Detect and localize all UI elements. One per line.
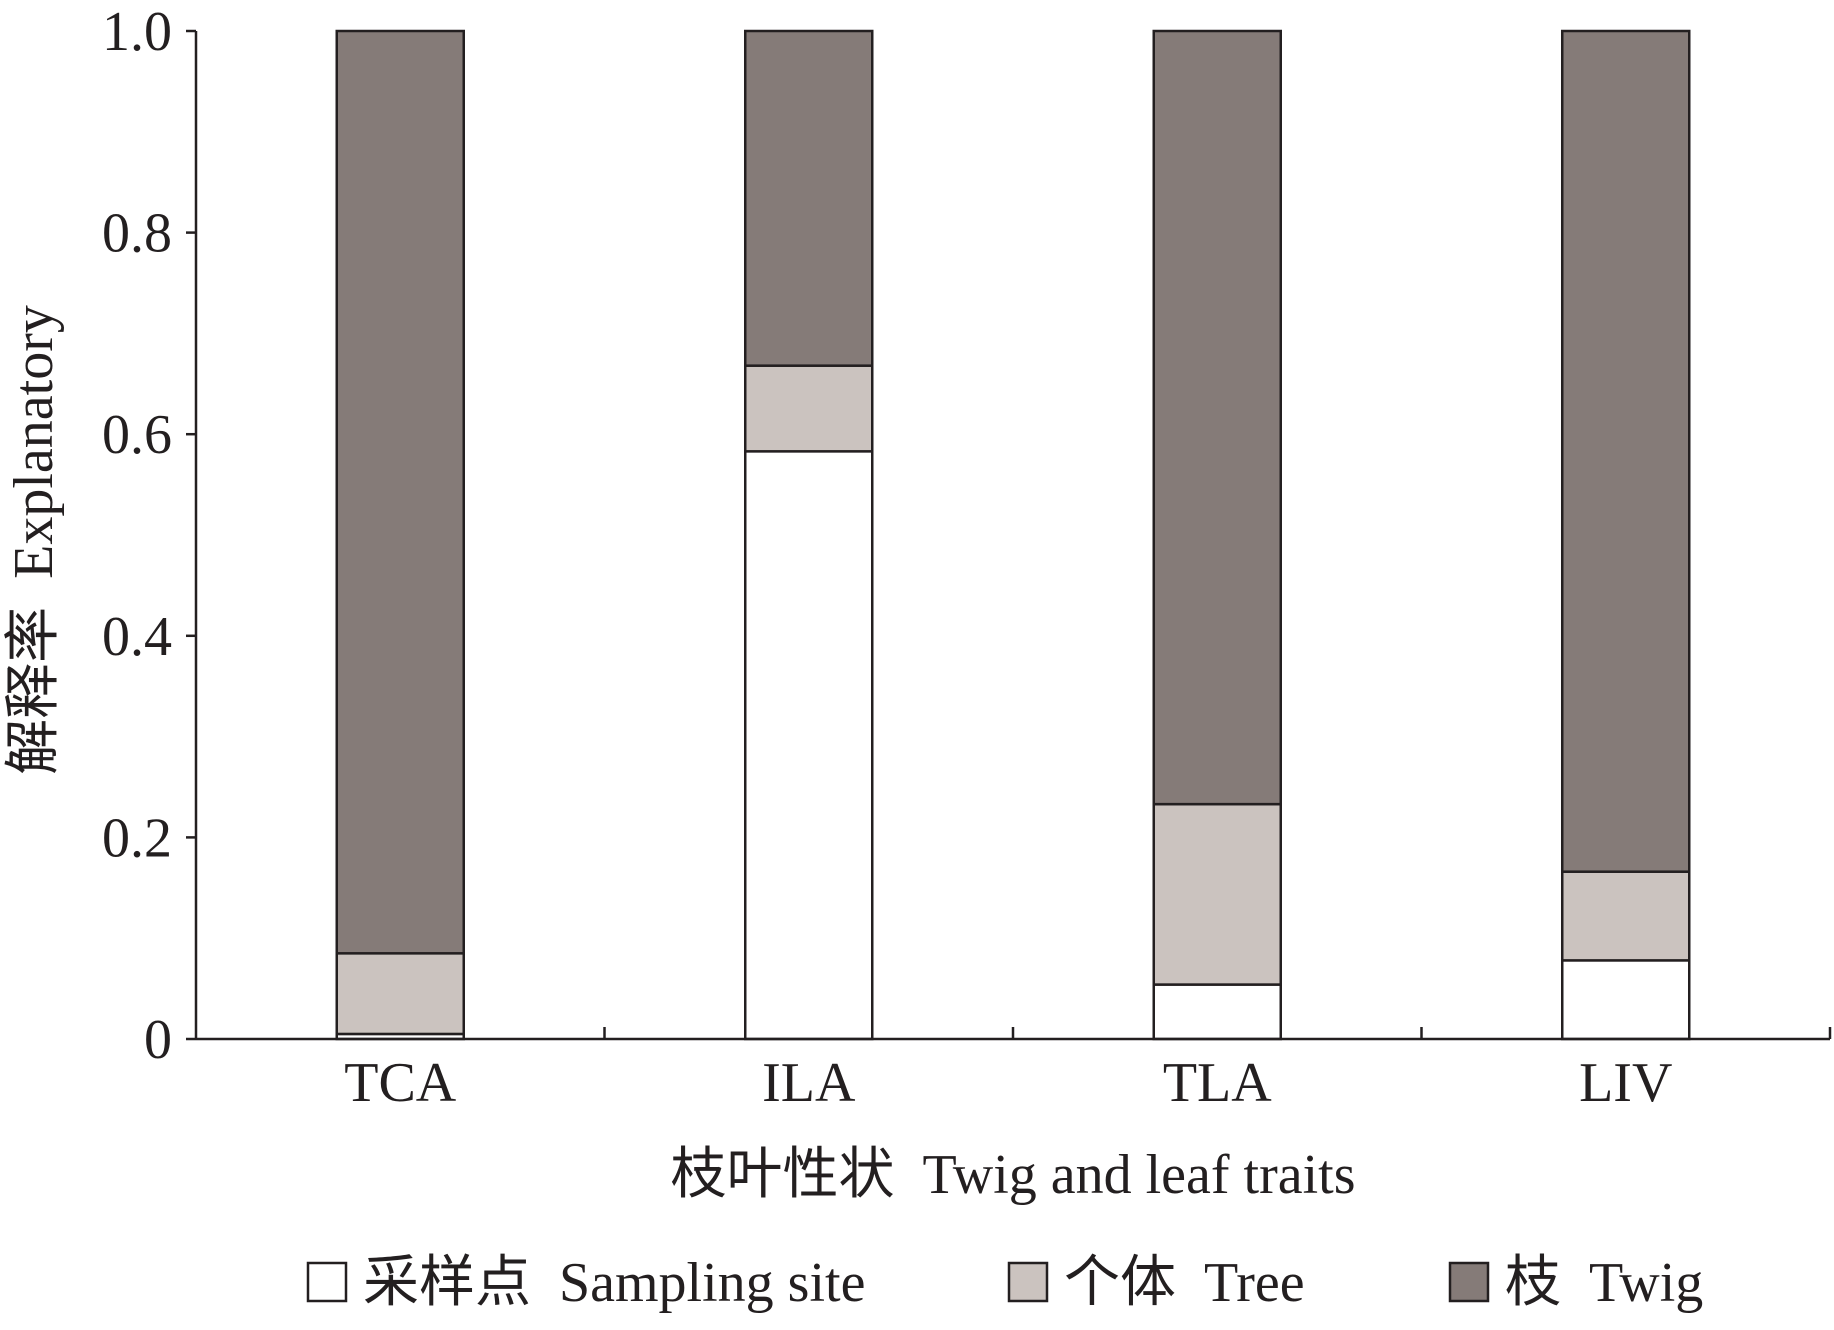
bar-tca-series-1 <box>335 952 465 1036</box>
y-tick-label: 0.4 <box>102 606 172 668</box>
legend-label-sampling-site: 采样点 Sampling site <box>363 1252 865 1314</box>
legend-swatch-tree <box>1007 1261 1049 1303</box>
y-axis-title: 解释率 Explanatory <box>3 305 65 775</box>
x-axis-ticks: TCA ILA TLA LIV <box>344 1027 1832 1114</box>
y-axis-ticks: 0 0.2 0.4 0.6 0.8 1.0 <box>102 1 196 1071</box>
bar-tla-series-2 <box>1152 29 1282 806</box>
y-tick-label: 0.8 <box>102 203 172 265</box>
bar-ila-series-0 <box>744 450 874 1041</box>
legend-item-tree: 个体 Tree <box>1007 1252 1305 1314</box>
x-tick-label-ila: ILA <box>762 1052 856 1114</box>
legend-label-twig: 枝 Twig <box>1505 1252 1703 1314</box>
bar-liv-series-2 <box>1561 29 1691 873</box>
bar-ila-series-2 <box>744 29 874 367</box>
legend-label-tree: 个体 Tree <box>1064 1252 1305 1314</box>
bar-tca-series-2 <box>335 29 465 955</box>
legend-item-sampling-site: 采样点 Sampling site <box>306 1252 865 1314</box>
bar-liv-series-1 <box>1561 870 1691 962</box>
legend-swatch-sampling-site <box>306 1261 348 1303</box>
bar-tla-series-1 <box>1152 802 1282 986</box>
bar-ila-series-1 <box>744 364 874 453</box>
y-tick-label: 0.2 <box>102 807 172 869</box>
bar-group <box>335 29 1691 1041</box>
y-tick-label: 0 <box>144 1009 172 1071</box>
x-axis-title: 枝叶性状 Twig and leaf traits <box>670 1144 1355 1206</box>
legend: 采样点 Sampling site 个体 Tree 枝 Twig <box>306 1252 1703 1314</box>
y-tick-label: 1.0 <box>102 1 172 63</box>
bar-tla-series-0 <box>1152 983 1282 1041</box>
y-tick-label: 0.6 <box>102 404 172 466</box>
legend-item-twig: 枝 Twig <box>1448 1252 1703 1314</box>
legend-swatch-twig <box>1448 1261 1490 1303</box>
x-tick-label-tca: TCA <box>344 1052 457 1114</box>
x-tick-label-tla: TLA <box>1163 1052 1272 1114</box>
x-tick-label-liv: LIV <box>1579 1052 1672 1114</box>
bar-liv-series-0 <box>1561 959 1691 1041</box>
